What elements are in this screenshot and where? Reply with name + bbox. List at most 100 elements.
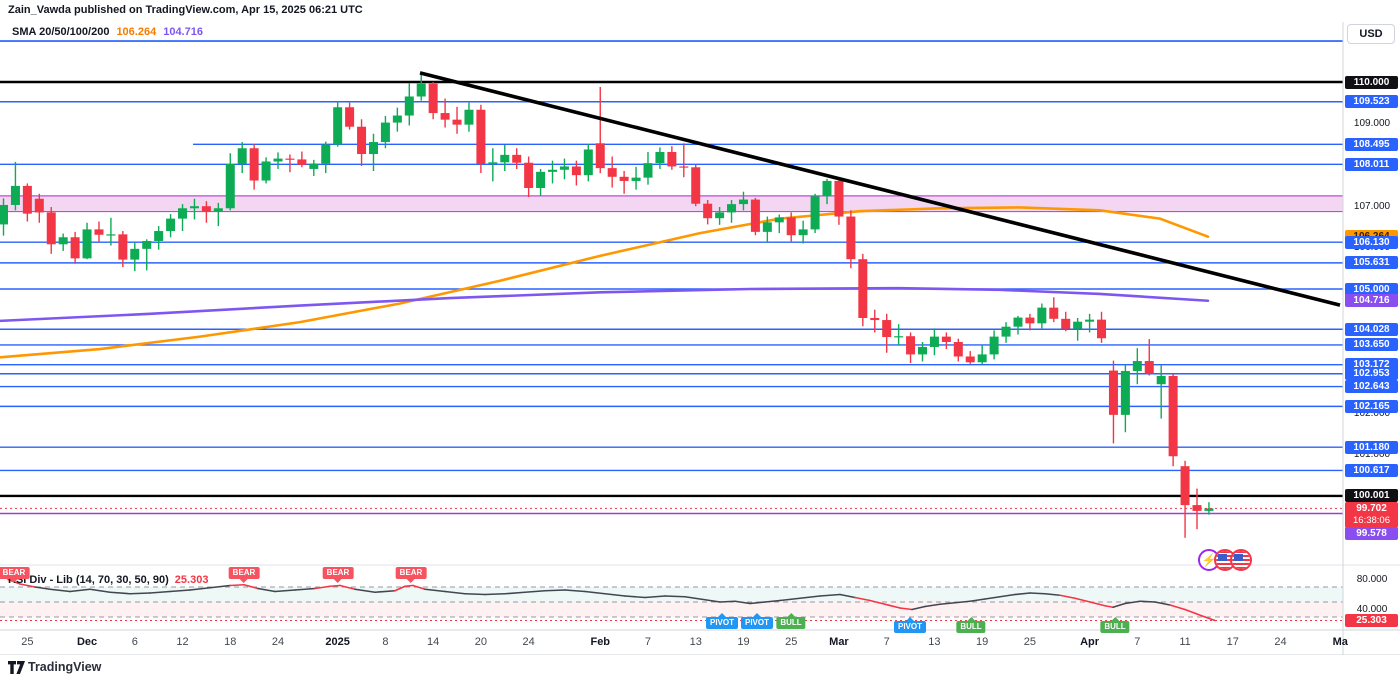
- candle-down: [524, 162, 534, 188]
- rsi-line: [939, 601, 956, 606]
- candle-down: [22, 185, 32, 214]
- time-axis-tick: 13: [928, 636, 941, 648]
- price-level-badge: 108.495: [1345, 137, 1398, 151]
- rsi-grid-label: 80.000: [1356, 574, 1388, 585]
- rsi-line: [1044, 592, 1061, 597]
- candle-down: [571, 166, 581, 176]
- rsi-line: [799, 595, 821, 600]
- countdown-timer: 16:38:06: [1353, 514, 1390, 526]
- rsi-legend[interactable]: RSI Div - Lib (14, 70, 30, 50, 90) 25.303: [8, 574, 208, 586]
- candle-up: [142, 240, 152, 249]
- candle-down: [691, 167, 701, 204]
- tradingview-logo-icon[interactable]: [8, 661, 26, 674]
- rsi-line: [734, 600, 751, 605]
- time-axis-tick: 2025: [325, 636, 350, 648]
- rsi-line: [1112, 602, 1126, 609]
- rsi-line: [209, 584, 231, 589]
- candle-up: [822, 180, 832, 197]
- rsi-line: [229, 583, 245, 587]
- candle-up: [392, 115, 402, 123]
- indicator-legend[interactable]: SMA 20/50/100/200 106.264 104.716: [12, 26, 203, 38]
- bull-marker: BULL: [956, 617, 986, 633]
- candle-up: [1037, 307, 1047, 324]
- time-axis-tick: 7: [883, 636, 890, 648]
- rsi-line: [484, 592, 506, 596]
- lightning-emoji[interactable]: ⚡: [1198, 549, 1220, 571]
- candle-down: [1061, 318, 1071, 329]
- price-level-badge: 103.650: [1345, 338, 1398, 352]
- time-axis-tick: 7: [1134, 636, 1141, 648]
- rsi-line: [1059, 594, 1076, 600]
- time-axis-tick: 19: [976, 636, 989, 648]
- candle-down: [595, 143, 605, 169]
- candle-down: [1180, 466, 1190, 506]
- rsi-line: [339, 584, 356, 591]
- rsi-line: [624, 595, 646, 599]
- rsi-line: [49, 588, 71, 593]
- rsi-line: [189, 586, 211, 591]
- candle-down: [941, 336, 951, 342]
- candle-up: [368, 142, 378, 155]
- time-axis-tick: 24: [1274, 636, 1287, 648]
- price-level-badge: 104.028: [1345, 322, 1398, 336]
- sma-legend-label: SMA 20/50/100/200: [12, 26, 110, 38]
- time-axis-tick: 24: [271, 636, 285, 648]
- rsi-line: [684, 595, 706, 601]
- time-axis-tick: 13: [689, 636, 702, 648]
- candle-up: [727, 204, 737, 213]
- rsi-line: [564, 589, 586, 593]
- candle-up: [189, 206, 199, 209]
- candle-down: [34, 198, 44, 213]
- rsi-line: [779, 597, 801, 602]
- candle-up: [82, 229, 92, 259]
- bull-marker: BULL: [776, 613, 806, 629]
- rsi-line: [464, 592, 486, 596]
- candle-down: [1025, 317, 1035, 324]
- candle-up: [738, 199, 748, 205]
- candle-down: [953, 341, 963, 357]
- footer-brand[interactable]: TradingView: [28, 660, 102, 674]
- candle-down: [965, 356, 975, 363]
- candle-down: [1168, 375, 1178, 457]
- candle-down: [882, 320, 892, 338]
- pivot-marker: PIVOT: [740, 613, 774, 629]
- candle-down: [512, 154, 522, 163]
- rsi-line: [1124, 600, 1141, 605]
- time-axis-tick: 20: [474, 636, 488, 648]
- candle-up: [309, 163, 319, 169]
- price-grid-label: 107.000: [1353, 200, 1391, 212]
- price-level-badge: 102.643: [1345, 380, 1398, 394]
- rsi-line: [1154, 601, 1171, 606]
- currency-button[interactable]: USD: [1347, 24, 1395, 44]
- rsi-line: [274, 589, 296, 593]
- candle-down: [94, 229, 104, 235]
- candle-up: [655, 151, 665, 164]
- candle-up: [583, 149, 593, 176]
- candle-up: [464, 109, 474, 125]
- candle-down: [619, 176, 629, 181]
- candle-down: [834, 180, 844, 217]
- rsi-line: [924, 603, 941, 608]
- emoji-stickers[interactable]: ⚡: [1198, 549, 1252, 571]
- rsi-grid-label: 40.000: [1356, 604, 1388, 615]
- rsi-line: [243, 583, 259, 590]
- time-axis-tick: 25: [21, 636, 34, 648]
- rsi-line: [404, 584, 414, 588]
- rsi-line: [69, 588, 91, 593]
- candle-up: [1156, 375, 1166, 385]
- rsi-line: [584, 590, 606, 595]
- rsi-line: [984, 595, 1001, 600]
- us-flag-emoji[interactable]: [1230, 549, 1252, 571]
- rsi-line: [169, 589, 191, 593]
- price-level-badge: 105.000: [1345, 282, 1398, 296]
- candle-up: [1085, 319, 1095, 322]
- bear-marker: BEAR: [228, 567, 260, 583]
- price-grid-label: 101.000: [1353, 449, 1391, 461]
- candle-down: [858, 259, 868, 318]
- rsi-line: [354, 588, 376, 594]
- rsi-line: [954, 600, 971, 604]
- price-level-badge: 100.001: [1345, 489, 1398, 503]
- rsi-line: [839, 593, 856, 599]
- time-axis-tick: Mar: [829, 636, 849, 648]
